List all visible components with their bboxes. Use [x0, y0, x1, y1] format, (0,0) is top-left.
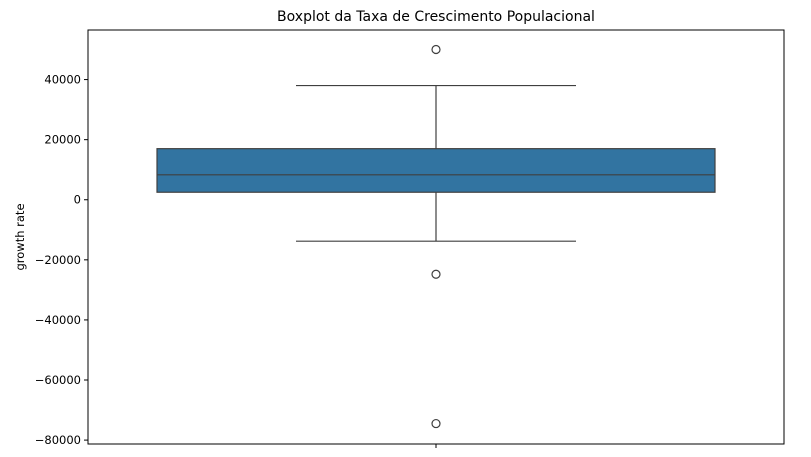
- y-tick-label: −80000: [35, 433, 81, 447]
- y-tick-label: −60000: [35, 373, 81, 387]
- y-tick-label: −40000: [35, 313, 81, 327]
- outlier-point: [431, 418, 441, 429]
- iqr-box: [156, 148, 716, 193]
- box-group: [156, 84, 716, 242]
- y-axis: 40000 20000 0 −20000 −40000 −60000 −80000: [35, 73, 88, 447]
- outlier-point: [431, 269, 441, 279]
- y-tick-label: 0: [74, 193, 81, 207]
- outlier-group: [431, 44, 441, 429]
- y-tick-label: 20000: [44, 133, 81, 147]
- chart-title: Boxplot da Taxa de Crescimento Populacio…: [277, 9, 595, 25]
- outlier-point: [431, 44, 441, 55]
- y-axis-label: growth rate: [13, 203, 27, 270]
- y-tick-label: −20000: [35, 253, 81, 267]
- y-tick-label: 40000: [44, 73, 81, 87]
